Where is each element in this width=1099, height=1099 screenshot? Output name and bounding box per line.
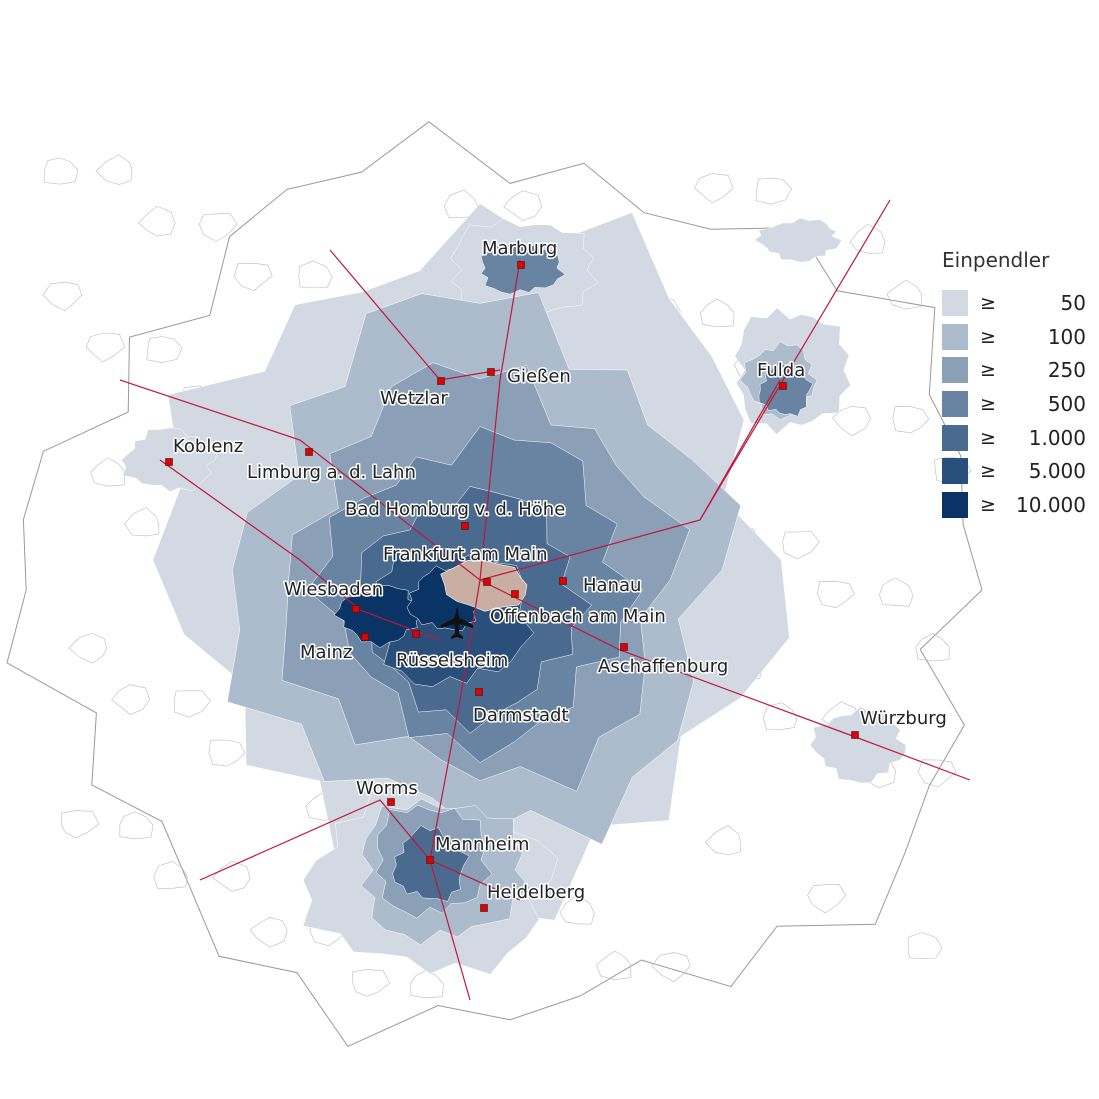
legend-value: 10.000 [1016, 492, 1086, 517]
city-marker [412, 630, 420, 638]
legend-swatch [942, 390, 968, 417]
city-marker [620, 643, 628, 651]
city-marker [426, 856, 434, 864]
rail-line [479, 259, 521, 581]
city-label: Hanau [583, 575, 641, 596]
rail-line [199, 799, 521, 901]
rail-line [159, 459, 441, 641]
legend-swatch [942, 424, 968, 451]
city-label: Marburg [482, 238, 557, 259]
city-marker [361, 633, 369, 641]
city-label: Offenbach am Main [490, 606, 666, 627]
city-label: Wiesbaden [284, 579, 383, 600]
city-label: Koblenz [173, 436, 243, 457]
city-marker [559, 577, 567, 585]
legend-symbol: ≥ [980, 392, 996, 415]
city-marker [461, 522, 469, 530]
legend-swatch [942, 323, 968, 350]
city-label: Gießen [507, 366, 571, 387]
city-marker [779, 382, 787, 390]
legend-swatch [942, 357, 968, 384]
city-marker [483, 578, 491, 586]
city-labels: Marburg Gießen Wetzlar Fulda KoblenzLimburg … [172, 237, 949, 905]
legend-value: 50 [1060, 290, 1086, 315]
legend-item: ≥100 [942, 320, 1092, 354]
commuter-zone-class-3 [480, 243, 566, 295]
city-label: Mainz [300, 642, 352, 663]
legend-item: ≥10.000 [942, 488, 1092, 522]
city-label: Rüsselsheim [396, 650, 508, 671]
legend-symbol: ≥ [980, 426, 996, 449]
legend-symbol: ≥ [980, 359, 996, 382]
city-label: Bad Homburg v. d. Höhe [345, 499, 565, 520]
city-marker [851, 731, 859, 739]
legend-value: 1.000 [1028, 425, 1086, 450]
city-marker [387, 798, 395, 806]
city-label: Heidelberg [487, 882, 585, 903]
legend-title: Einpendler [942, 248, 1050, 272]
city-marker [487, 368, 495, 376]
legend-symbol: ≥ [980, 493, 996, 516]
legend-swatch [942, 458, 968, 485]
legend-swatch [942, 491, 968, 518]
city-marker [165, 458, 173, 466]
rail-line [479, 579, 971, 781]
commuter-zone-class-0 [809, 706, 907, 784]
city-label: Wetzlar [380, 388, 448, 409]
airplane-icon [441, 606, 473, 639]
city-marker [352, 605, 360, 613]
city-label: Würzburg [860, 708, 947, 729]
commuter-zone-class-0 [754, 217, 842, 263]
city-marker [437, 377, 445, 385]
legend-item: ≥5.000 [942, 454, 1092, 488]
legend-value: 5.000 [1028, 459, 1086, 484]
legend-value: 500 [1047, 391, 1086, 416]
commuter-zone-class-6 [333, 585, 426, 649]
legend-item: ≥250 [942, 353, 1092, 387]
city-marker [511, 590, 519, 598]
city-label: Aschaffenburg [598, 656, 728, 677]
city-marker [475, 688, 483, 696]
legend: Einpendler ≥50 ≥100 ≥250 ≥500 ≥1.000 ≥5.000 ≥1… [942, 248, 1092, 522]
city-marker [305, 448, 313, 456]
city-markers [165, 261, 859, 912]
city-label: Fulda [757, 360, 805, 381]
city-marker [517, 261, 525, 269]
legend-item: ≥500 [942, 387, 1092, 421]
legend-item: ≥1.000 [942, 421, 1092, 455]
city-label: Worms [356, 778, 418, 799]
city-marker [480, 904, 488, 912]
city-label: Limburg a. d. Lahn [247, 462, 416, 483]
legend-value: 100 [1047, 324, 1086, 349]
city-label: Mannheim [435, 834, 529, 855]
rail-line [699, 379, 781, 521]
city-label: Darmstadt [473, 705, 568, 726]
rail-line [429, 579, 481, 1001]
legend-swatch [942, 289, 968, 316]
commuter-zones [121, 203, 907, 975]
legend-symbol: ≥ [980, 291, 996, 314]
city-label: Frankfurt am Main [383, 544, 548, 565]
legend-item: ≥50 [942, 286, 1092, 320]
legend-value: 250 [1047, 358, 1086, 383]
legend-symbol: ≥ [980, 460, 996, 483]
legend-symbol: ≥ [980, 325, 996, 348]
rail-lines [119, 199, 971, 1001]
